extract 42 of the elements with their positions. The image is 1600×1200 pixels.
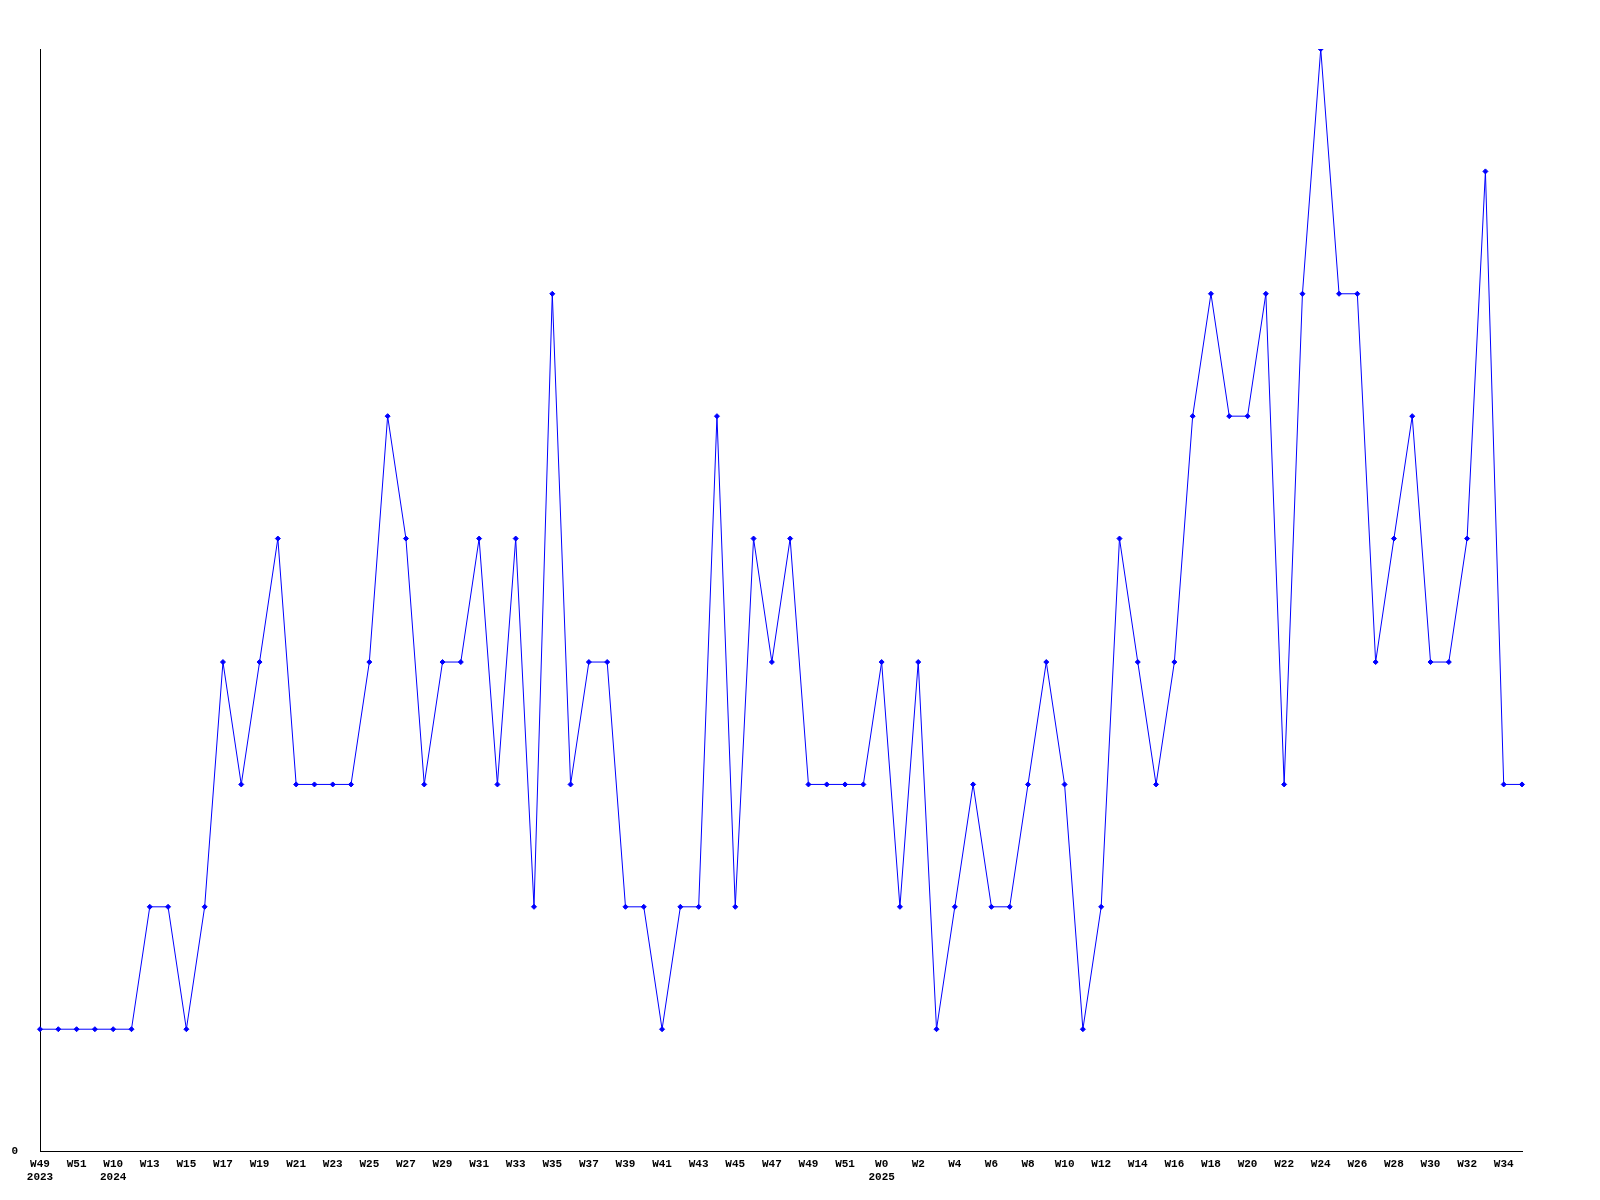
x-tick-label: W29 xyxy=(432,1157,453,1170)
x-tick-label: W20 xyxy=(1237,1157,1258,1170)
x-tick-label: W37 xyxy=(578,1157,599,1170)
x-tick-label: W43 xyxy=(688,1157,709,1170)
x-tick-label: W23 xyxy=(322,1157,344,1170)
x-tick-label: W47 xyxy=(761,1157,782,1170)
x-tick-label: W34 xyxy=(1493,1157,1514,1170)
x-tick-label: W49 xyxy=(798,1157,819,1170)
x-tick-label: W0 2025 xyxy=(868,1157,896,1184)
x-tick-label: W16 xyxy=(1164,1157,1185,1170)
x-tick-label: W35 xyxy=(542,1157,563,1170)
x-tick-label: W12 xyxy=(1091,1157,1112,1170)
x-tick-label: W8 xyxy=(1021,1157,1035,1170)
x-tick-label: W14 xyxy=(1127,1157,1149,1170)
x-tick-label: W13 xyxy=(139,1157,161,1170)
x-tick-label: W49 2023 xyxy=(26,1157,54,1184)
x-tick-label: W25 xyxy=(359,1157,380,1170)
x-tick-label: W26 xyxy=(1347,1157,1368,1170)
x-tick-label: W6 xyxy=(984,1157,999,1170)
x-tick-label: W18 xyxy=(1201,1157,1222,1170)
x-tick-label: W10 2024 xyxy=(99,1157,127,1184)
x-tick-label: W45 xyxy=(725,1157,746,1170)
x-tick-label: W32 xyxy=(1457,1157,1478,1170)
x-tick-label: W39 xyxy=(615,1157,636,1170)
x-tick-label: W30 xyxy=(1420,1157,1441,1170)
x-tick-label: W10 xyxy=(1054,1157,1075,1170)
x-tick-label: W17 xyxy=(213,1157,233,1170)
x-tick-label: W15 xyxy=(176,1157,197,1170)
x-tick-label: W33 xyxy=(505,1157,526,1170)
x-tick-label: W19 xyxy=(249,1157,270,1170)
x-tick-label: W31 xyxy=(469,1157,490,1170)
x-tick-label: W4 xyxy=(948,1157,962,1170)
x-tick-label: W28 xyxy=(1384,1157,1405,1170)
x-tick-label: W51 xyxy=(835,1157,856,1170)
x-tick-label: W41 xyxy=(652,1157,673,1170)
x-tick-label: W22 xyxy=(1274,1157,1295,1170)
text: 0 xyxy=(11,1145,18,1158)
x-tick-label: W24 xyxy=(1310,1157,1332,1170)
x-tick-label: W27 xyxy=(396,1157,416,1170)
x-tick-label: W51 xyxy=(66,1157,87,1170)
x-tick-label: W2 xyxy=(911,1157,925,1170)
x-tick-label: W21 xyxy=(286,1157,307,1170)
